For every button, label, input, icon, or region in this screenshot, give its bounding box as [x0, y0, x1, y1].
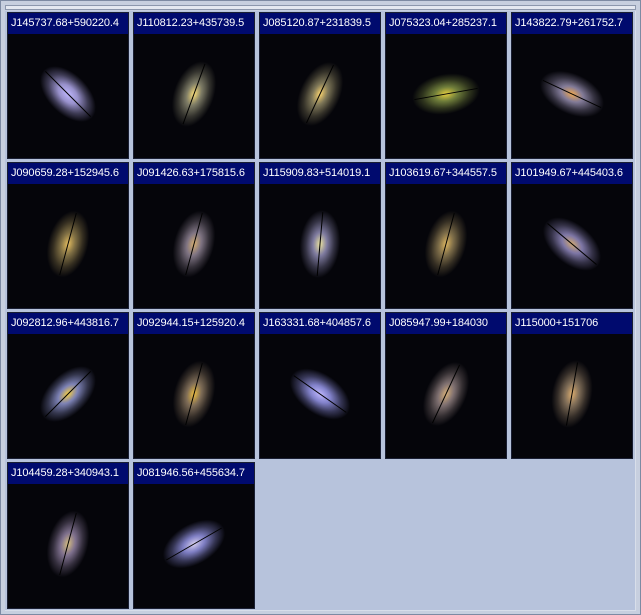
galaxy-image [512, 184, 632, 308]
galaxy-thumbnail[interactable]: J143822.79+261752.7 [511, 12, 633, 159]
galaxy-thumbnail[interactable]: J163331.68+404857.6 [259, 312, 381, 459]
galaxy-image [8, 484, 128, 608]
galaxy-image [512, 334, 632, 458]
galaxy-image [386, 34, 506, 158]
slit-line [414, 87, 478, 101]
galaxy-id-label: J115000+151706 [512, 313, 632, 334]
galaxy-image [134, 184, 254, 308]
galaxy-id-label: J163331.68+404857.6 [260, 313, 380, 334]
galaxy-gallery-panel: J145737.68+590220.4 J110812.23+435739.5 J0… [5, 11, 636, 611]
slit-line [306, 64, 334, 124]
galaxy-id-label: J143822.79+261752.7 [512, 13, 632, 34]
galaxy-thumbnail[interactable]: J115000+151706 [511, 312, 633, 459]
galaxy-image [260, 34, 380, 158]
galaxy-id-label: J104459.28+340943.1 [8, 463, 128, 484]
galaxy-id-label: J092812.96+443816.7 [8, 313, 128, 334]
slit-line [316, 212, 324, 276]
galaxy-thumbnail[interactable]: J092812.96+443816.7 [7, 312, 129, 459]
galaxy-thumbnail[interactable]: J101949.67+445403.6 [511, 162, 633, 309]
galaxy-thumbnail[interactable]: J075323.04+285237.1 [385, 12, 507, 159]
galaxy-id-label: J090659.28+152945.6 [8, 163, 128, 184]
galaxy-id-label: J081946.56+455634.7 [134, 463, 254, 484]
galaxy-image [134, 484, 254, 608]
slit-line [565, 362, 579, 426]
slit-line [542, 80, 602, 108]
slit-line [45, 371, 91, 417]
galaxy-image [260, 334, 380, 458]
galaxy-thumbnail[interactable]: J092944.15+125920.4 [133, 312, 255, 459]
galaxy-thumbnail[interactable]: J103619.67+344557.5 [385, 162, 507, 309]
galaxy-thumbnail[interactable]: J091426.63+175815.6 [133, 162, 255, 309]
galaxy-image [386, 184, 506, 308]
galaxy-id-label: J075323.04+285237.1 [386, 13, 506, 34]
slit-line [437, 212, 455, 276]
galaxy-id-label: J145737.68+590220.4 [8, 13, 128, 34]
galaxy-image [512, 34, 632, 158]
galaxy-id-label: J103619.67+344557.5 [386, 163, 506, 184]
galaxy-image [134, 334, 254, 458]
slit-line [185, 362, 203, 426]
galaxy-image [134, 34, 254, 158]
slit-line [432, 364, 460, 424]
galaxy-thumbnail[interactable]: J081946.56+455634.7 [133, 462, 255, 609]
slit-line [59, 512, 77, 576]
slit-line [547, 223, 597, 265]
galaxy-thumbnail[interactable]: J145737.68+590220.4 [7, 12, 129, 159]
slit-line [59, 212, 77, 276]
galaxy-thumbnail[interactable]: J085947.99+184030 [385, 312, 507, 459]
galaxy-thumbnail[interactable]: J090659.28+152945.6 [7, 162, 129, 309]
galaxy-id-label: J092944.15+125920.4 [134, 313, 254, 334]
galaxy-thumbnail[interactable]: J110812.23+435739.5 [133, 12, 255, 159]
slit-line [166, 527, 222, 561]
galaxy-id-label: J115909.83+514019.1 [260, 163, 380, 184]
galaxy-grid: J145737.68+590220.4 J110812.23+435739.5 J0… [7, 12, 633, 609]
galaxy-thumbnail[interactable]: J115909.83+514019.1 [259, 162, 381, 309]
galaxy-id-label: J085120.87+231839.5 [260, 13, 380, 34]
galaxy-image [260, 184, 380, 308]
galaxy-id-label: J110812.23+435739.5 [134, 13, 254, 34]
galaxy-id-label: J085947.99+184030 [386, 313, 506, 334]
slit-line [182, 63, 206, 125]
slit-line [293, 375, 347, 413]
slit-line [45, 71, 91, 117]
galaxy-id-label: J091426.63+175815.6 [134, 163, 254, 184]
galaxy-id-label: J101949.67+445403.6 [512, 163, 632, 184]
galaxy-image [8, 334, 128, 458]
galaxy-thumbnail[interactable]: J085120.87+231839.5 [259, 12, 381, 159]
slit-line [185, 212, 203, 276]
galaxy-thumbnail[interactable]: J104459.28+340943.1 [7, 462, 129, 609]
galaxy-image [8, 184, 128, 308]
window-top-bar [5, 5, 636, 10]
galaxy-image [386, 334, 506, 458]
galaxy-image [8, 34, 128, 158]
